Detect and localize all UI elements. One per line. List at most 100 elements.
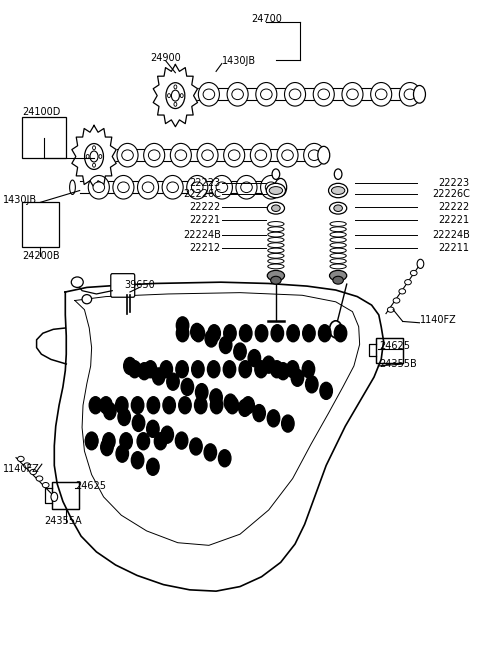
Circle shape (224, 394, 237, 411)
Circle shape (90, 151, 98, 162)
Ellipse shape (24, 463, 30, 468)
Circle shape (208, 325, 220, 342)
Ellipse shape (148, 150, 160, 161)
Circle shape (147, 459, 159, 476)
Ellipse shape (375, 89, 387, 100)
Circle shape (207, 361, 220, 378)
Circle shape (192, 361, 204, 378)
Circle shape (192, 325, 204, 342)
Circle shape (190, 438, 202, 455)
Text: 22221: 22221 (439, 215, 470, 225)
Circle shape (174, 102, 177, 106)
Circle shape (138, 363, 151, 380)
Circle shape (320, 382, 332, 400)
Circle shape (132, 452, 144, 469)
Ellipse shape (256, 83, 277, 106)
Circle shape (132, 397, 144, 414)
Ellipse shape (117, 144, 138, 167)
Ellipse shape (162, 175, 183, 199)
Circle shape (84, 144, 104, 169)
Text: 22224B: 22224B (183, 230, 221, 240)
Text: 1430JB: 1430JB (3, 195, 37, 205)
Text: 22212: 22212 (190, 243, 221, 253)
Circle shape (303, 325, 315, 342)
Circle shape (51, 492, 58, 501)
Circle shape (137, 433, 150, 450)
Text: 24625: 24625 (379, 341, 410, 352)
Ellipse shape (267, 202, 285, 214)
Circle shape (248, 350, 261, 367)
Text: 22223: 22223 (439, 178, 470, 188)
Ellipse shape (240, 182, 252, 193)
Circle shape (167, 373, 179, 390)
Circle shape (132, 415, 145, 432)
Ellipse shape (167, 182, 179, 193)
Circle shape (180, 94, 183, 98)
Circle shape (171, 90, 180, 101)
Ellipse shape (404, 89, 416, 100)
Circle shape (116, 397, 128, 414)
Circle shape (272, 169, 280, 179)
Ellipse shape (275, 178, 287, 196)
Circle shape (153, 368, 165, 385)
Ellipse shape (261, 175, 282, 199)
Circle shape (93, 163, 96, 167)
Text: 22222: 22222 (190, 202, 221, 212)
FancyBboxPatch shape (111, 274, 135, 297)
Circle shape (205, 330, 217, 347)
Circle shape (218, 450, 231, 467)
Text: 24355A: 24355A (44, 516, 82, 526)
Circle shape (210, 389, 222, 406)
Circle shape (144, 361, 157, 378)
Ellipse shape (216, 182, 228, 193)
Circle shape (100, 397, 112, 414)
Ellipse shape (333, 276, 343, 284)
Ellipse shape (387, 307, 394, 312)
Ellipse shape (144, 144, 165, 167)
Text: 24200B: 24200B (22, 251, 60, 261)
Circle shape (116, 445, 129, 462)
Circle shape (191, 323, 203, 340)
Circle shape (124, 358, 136, 375)
Circle shape (287, 361, 299, 378)
Ellipse shape (371, 83, 392, 106)
Circle shape (176, 317, 189, 334)
Circle shape (120, 433, 132, 450)
Circle shape (85, 433, 98, 450)
Circle shape (219, 337, 232, 354)
Ellipse shape (329, 270, 347, 281)
Circle shape (166, 83, 185, 108)
Ellipse shape (329, 202, 347, 214)
Circle shape (224, 325, 236, 342)
Circle shape (89, 397, 102, 414)
Text: 1140FZ: 1140FZ (3, 464, 40, 474)
Ellipse shape (399, 289, 406, 294)
Text: 39650: 39650 (124, 281, 155, 291)
Ellipse shape (187, 175, 208, 199)
Ellipse shape (202, 150, 213, 161)
Bar (376, 338, 403, 363)
Ellipse shape (313, 83, 334, 106)
Circle shape (85, 432, 98, 449)
Ellipse shape (347, 89, 358, 100)
Ellipse shape (211, 175, 232, 199)
Ellipse shape (192, 182, 203, 193)
Ellipse shape (113, 175, 134, 199)
Circle shape (253, 405, 265, 422)
Circle shape (239, 361, 252, 378)
Circle shape (255, 325, 268, 342)
Ellipse shape (170, 144, 192, 167)
Circle shape (118, 409, 131, 426)
Bar (52, 482, 79, 509)
Circle shape (242, 397, 254, 414)
Ellipse shape (410, 270, 417, 276)
Circle shape (417, 259, 424, 268)
Text: 24355B: 24355B (379, 359, 417, 369)
Ellipse shape (197, 144, 218, 167)
Ellipse shape (331, 186, 345, 194)
Circle shape (179, 397, 191, 414)
Ellipse shape (236, 175, 257, 199)
Circle shape (147, 420, 159, 438)
Polygon shape (72, 125, 116, 188)
Circle shape (195, 384, 208, 401)
